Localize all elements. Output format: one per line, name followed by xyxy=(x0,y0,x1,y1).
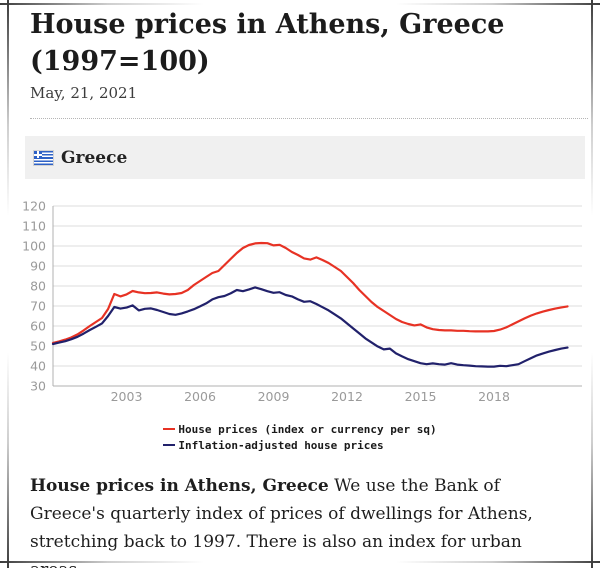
legend-item-house-prices: House prices (index or currency per sq) xyxy=(163,421,437,437)
y-tick-label: 50 xyxy=(30,339,46,354)
chart-canvas: 30 40 50 60 70 80 90 100 110 120 2003 2006 2009 2012 2… xyxy=(22,199,582,404)
header-divider xyxy=(30,118,588,119)
y-tick-label: 40 xyxy=(30,359,46,374)
x-tick-label: 2018 xyxy=(478,389,510,404)
greece-flag-icon xyxy=(34,150,53,165)
x-tick-label: 2015 xyxy=(405,389,437,404)
legend-swatch-house-prices xyxy=(163,427,176,431)
x-tick-label: 2003 xyxy=(111,389,143,404)
frame-border-top xyxy=(0,3,600,5)
chart-legend: House prices (index or currency per sq) … xyxy=(0,421,600,453)
country-label: Greece xyxy=(61,147,128,168)
y-tick-label: 70 xyxy=(30,299,46,314)
legend-label-inflation-adjusted: Inflation-adjusted house prices xyxy=(178,438,384,452)
y-tick-label: 60 xyxy=(30,319,46,334)
frame-border-left xyxy=(7,0,9,568)
y-tick-label: 110 xyxy=(22,219,46,234)
y-tick-label: 30 xyxy=(30,379,46,394)
legend-label-house-prices: House prices (index or currency per sq) xyxy=(178,422,437,436)
legend-swatch-inflation-adjusted xyxy=(163,443,176,447)
greece-flag-cross xyxy=(34,150,42,159)
caption-lead: House prices in Athens, Greece xyxy=(30,476,329,496)
caption-body: We use the Bank of Greece's quarterly in… xyxy=(30,476,533,568)
page-title: House prices in Athens, Greece (1997=100… xyxy=(30,9,505,77)
x-tick-label: 2009 xyxy=(258,389,290,404)
y-tick-label: 100 xyxy=(22,239,46,254)
x-tick-label: 2012 xyxy=(331,389,363,404)
y-tick-label: 120 xyxy=(22,199,46,214)
frame-border-right xyxy=(591,0,593,568)
y-tick-label: 80 xyxy=(30,279,46,294)
house-price-chart: 30 40 50 60 70 80 90 100 110 120 2003 2006 2009 2012 2… xyxy=(0,193,600,408)
publish-date: May, 21, 2021 xyxy=(30,84,138,102)
inflation-adjusted-line xyxy=(51,286,569,368)
x-tick-label: 2006 xyxy=(184,389,216,404)
legend-item-inflation-adjusted: Inflation-adjusted house prices xyxy=(163,437,384,453)
chart-caption: House prices in Athens, Greece We use th… xyxy=(30,472,570,568)
house-prices-line xyxy=(51,241,569,345)
country-banner[interactable]: Greece xyxy=(25,136,585,179)
y-tick-label: 90 xyxy=(30,259,46,274)
frame-border-bottom xyxy=(0,561,600,563)
